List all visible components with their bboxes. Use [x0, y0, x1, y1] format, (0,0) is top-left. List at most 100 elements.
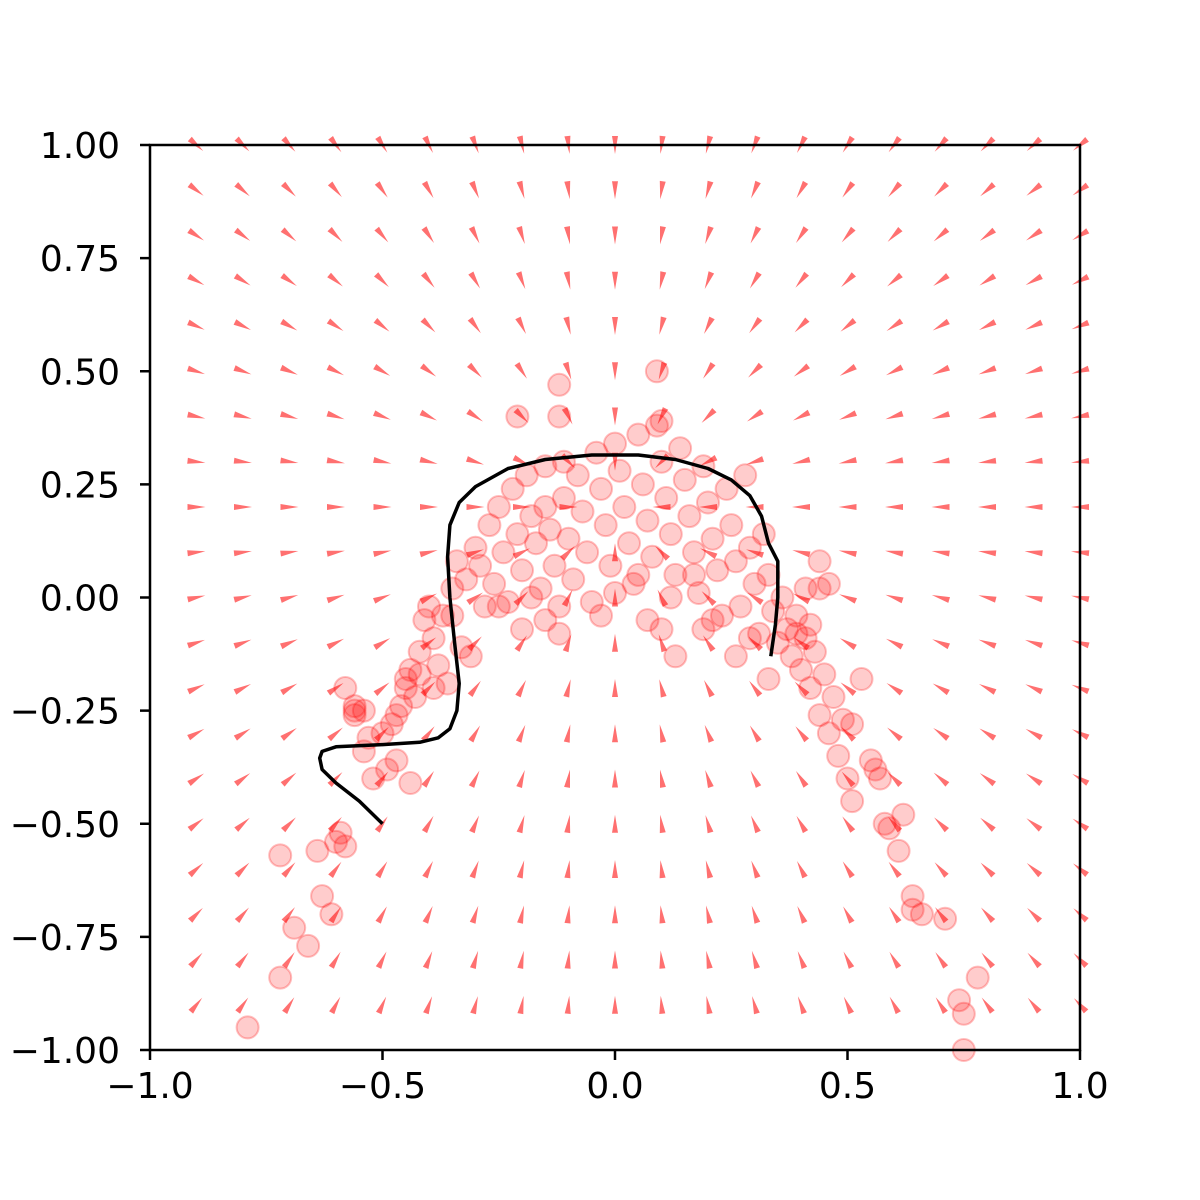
vector-arrow [703, 635, 716, 652]
vector-arrow [838, 550, 857, 557]
vector-arrow [659, 814, 666, 834]
vector-arrow [564, 950, 571, 969]
scatter-point [802, 639, 827, 664]
vector-arrow [978, 504, 996, 510]
vector-arrow [658, 634, 668, 653]
vector-arrow [839, 364, 857, 376]
vector-arrow [887, 727, 903, 742]
vector-arrow [281, 952, 295, 969]
scatter-point [649, 409, 674, 433]
vector-arrow [933, 772, 950, 787]
vector-arrow [187, 550, 206, 557]
vector-arrow [659, 950, 666, 969]
vector-arrow [233, 457, 252, 464]
scatter-point [840, 789, 865, 814]
scatter-point [510, 558, 534, 583]
scatter-point [584, 440, 609, 465]
scatter-point [379, 712, 404, 737]
vector-arrow [612, 452, 618, 471]
scatter-point [668, 436, 693, 461]
vector-arrow [564, 860, 571, 879]
vector-arrow [797, 996, 807, 1015]
vector-arrow [657, 407, 669, 425]
vector-arrow [188, 907, 203, 923]
vector-arrow [564, 995, 571, 1014]
scatter-point [430, 603, 455, 628]
vector-arrow [514, 635, 527, 652]
scatter-point [644, 359, 669, 384]
vector-arrow [470, 996, 478, 1015]
scatter-point [649, 617, 674, 642]
vector-arrow [468, 271, 481, 289]
vector-arrow [187, 818, 204, 832]
vector-arrow [1025, 365, 1043, 375]
scatter-point [598, 553, 623, 578]
vector-arrow [840, 682, 857, 696]
vector-arrow [466, 592, 483, 605]
vector-arrow [839, 638, 857, 650]
scatter-point [863, 757, 888, 782]
vector-arrow [749, 271, 762, 289]
scatter-point [384, 748, 409, 773]
vector-arrow [699, 504, 717, 510]
scatter-point [472, 594, 497, 619]
vector-arrow [187, 639, 205, 649]
scatter-point [728, 594, 753, 619]
scatter-point [384, 703, 409, 728]
vector-arrow [564, 814, 571, 834]
vector-arrow [466, 549, 484, 558]
vector-arrow [326, 683, 344, 696]
vector-arrow [705, 226, 714, 244]
scatter-point [510, 617, 534, 642]
vector-arrow [797, 861, 808, 879]
scatter-point [686, 581, 711, 605]
vector-arrow [421, 815, 434, 834]
vector-arrow [934, 862, 949, 878]
vector-arrow [979, 227, 996, 241]
y-tick-label: −0.50 [10, 805, 120, 846]
vector-arrow [978, 457, 997, 464]
y-tick-label: 1.00 [40, 126, 120, 167]
vector-arrow [187, 863, 204, 878]
vector-arrow [612, 995, 618, 1014]
vector-arrow [612, 633, 618, 652]
vector-arrow [612, 905, 618, 924]
scatter-point [421, 676, 446, 700]
scatter-point [305, 838, 330, 863]
vector-arrow [419, 550, 438, 558]
scatter-point [858, 748, 883, 773]
scatter-point [835, 766, 860, 791]
scatter-point [556, 526, 581, 551]
vector-arrow [796, 815, 809, 834]
vector-arrow [469, 180, 479, 199]
scatter-point [505, 404, 530, 429]
vector-arrow [517, 950, 524, 969]
vector-arrow [280, 364, 298, 375]
vector-arrow [563, 316, 571, 335]
vector-arrow [889, 951, 902, 969]
scatter-point [342, 698, 367, 723]
vector-arrow [1024, 504, 1043, 510]
vector-arrow [705, 770, 714, 788]
vector-arrow [981, 907, 996, 923]
vector-arrow [931, 504, 950, 510]
vector-arrow [841, 272, 856, 288]
scatter-point [793, 626, 818, 651]
vector-arrow [1025, 273, 1043, 286]
vector-arrow [562, 361, 572, 380]
scatter-point [612, 495, 637, 519]
vector-arrow [373, 638, 391, 650]
scatter-point [268, 843, 293, 868]
vector-arrow [188, 997, 203, 1014]
vector-arrow [419, 456, 438, 464]
scatter-point [547, 404, 572, 429]
vector-arrow [420, 363, 437, 377]
x-tick-label: −1.0 [106, 1066, 193, 1107]
scatter-point [486, 495, 511, 519]
scatter-point [235, 1015, 260, 1040]
vector-arrow [467, 317, 481, 334]
vector-arrow [838, 504, 857, 510]
vector-arrow [886, 364, 904, 376]
vector-arrow [373, 457, 392, 464]
vector-arrow [326, 594, 345, 604]
